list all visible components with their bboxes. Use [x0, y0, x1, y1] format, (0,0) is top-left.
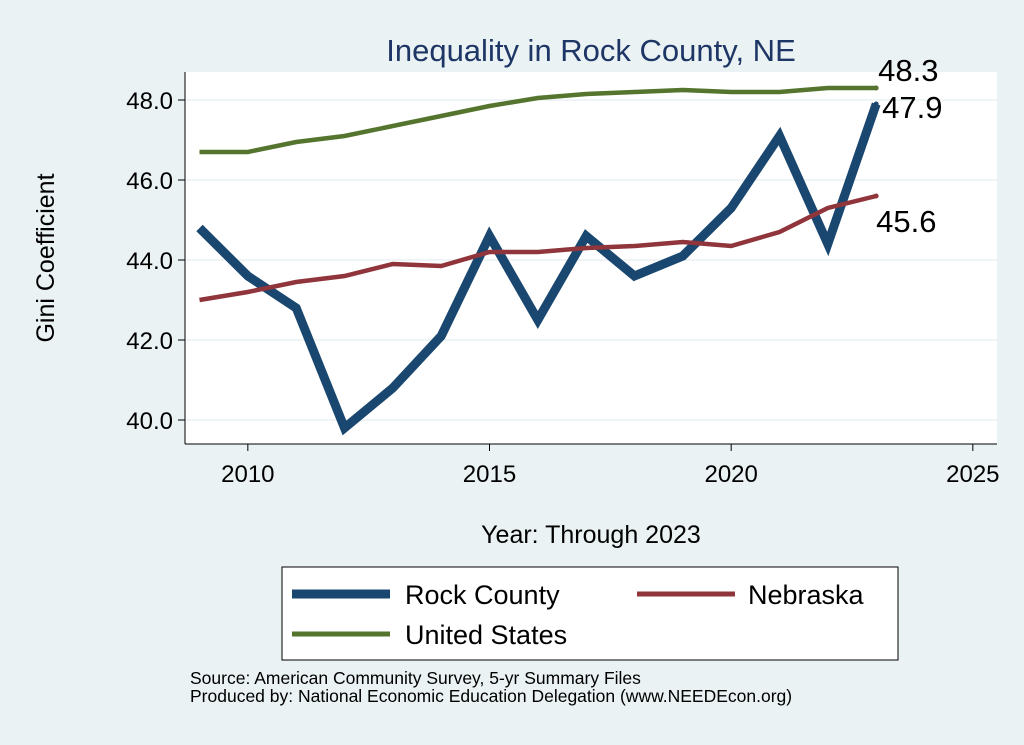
series-lines: [196, 85, 881, 436]
legend-box: [281, 566, 899, 661]
x-tick-label: 2020: [704, 461, 757, 488]
line-rock-county: [196, 102, 881, 436]
end-dot-united-states: [873, 85, 879, 91]
y-tick-label: 44.0: [126, 248, 173, 275]
grid: [185, 99, 997, 421]
x-axis-label: Year: Through 2023: [481, 521, 701, 549]
producer-note: Produced by: National Economic Education…: [190, 686, 793, 706]
line-united-states: [199, 85, 877, 155]
axes: 40.0 42.0 44.0 46.0 48.0 2010 2015 2020 2025: [126, 72, 1000, 488]
plot-area: [185, 72, 997, 444]
end-label-united-states: 48.3: [878, 53, 938, 88]
end-dot-rock-county: [873, 101, 879, 107]
source-note: Source: American Community Survey, 5-yr …: [190, 668, 641, 688]
line-nebraska: [199, 193, 877, 303]
y-tick-label: 46.0: [126, 168, 173, 195]
y-tick-label: 48.0: [126, 88, 173, 115]
footer: Source: American Community Survey, 5-yr …: [190, 669, 792, 705]
legend: Rock County Nebraska United States: [281, 566, 899, 661]
end-label-nebraska: 45.6: [876, 204, 936, 239]
end-labels: 47.9 45.6 48.3: [873, 53, 943, 239]
legend-label-rock-county: Rock County: [405, 580, 560, 610]
end-label-rock-county: 47.9: [882, 90, 942, 125]
legend-label-united-states: United States: [405, 620, 567, 650]
x-tick-label: 2015: [463, 461, 516, 488]
x-tick-label: 2025: [946, 461, 999, 488]
legend-label-nebraska: Nebraska: [748, 580, 865, 610]
y-tick-label: 40.0: [126, 408, 173, 435]
x-tick-label: 2010: [221, 461, 274, 488]
y-axis-label: Gini Coefficient: [32, 173, 60, 342]
legend-items: Rock County Nebraska United States: [292, 580, 865, 650]
y-tick-label: 42.0: [126, 328, 173, 355]
chart-title: Inequality in Rock County, NE: [386, 33, 796, 68]
end-dot-nebraska: [873, 193, 879, 199]
